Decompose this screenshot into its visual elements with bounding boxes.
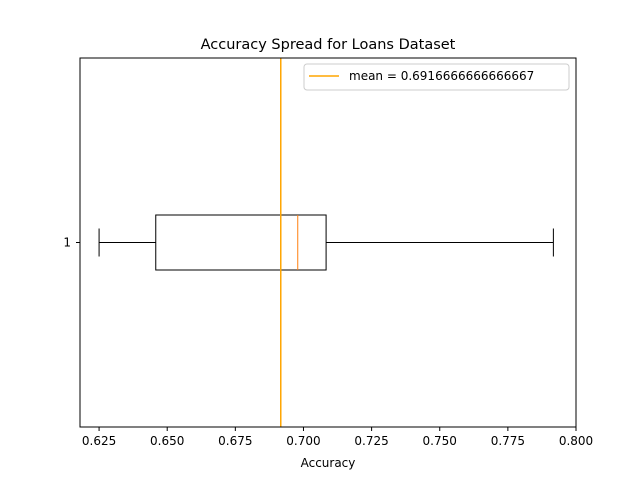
x-tick-label: 0.650: [150, 434, 184, 448]
y-tick-label: 1: [63, 236, 71, 250]
plot-area: 0.625 0.650 0.675 0.700 0.725 0.750 0.775 0.800…: [63, 57, 593, 448]
legend: mean = 0.6916666666666667: [303, 63, 570, 91]
legend-label-mean: mean = 0.6916666666666667: [349, 69, 534, 83]
x-tick-label: 0.800: [559, 434, 593, 448]
x-tick-label: 0.625: [82, 434, 116, 448]
x-tick-label: 0.775: [491, 434, 525, 448]
x-tick-label: 0.750: [423, 434, 457, 448]
x-tick-label: 0.675: [218, 434, 252, 448]
x-tick-label: 0.700: [286, 434, 320, 448]
chart-title: Accuracy Spread for Loans Dataset: [201, 37, 456, 53]
legend-frame: [303, 63, 570, 91]
iqr-box: [155, 214, 327, 271]
x-axis-title: Accuracy: [301, 456, 356, 470]
x-tick-label: 0.725: [354, 434, 388, 448]
